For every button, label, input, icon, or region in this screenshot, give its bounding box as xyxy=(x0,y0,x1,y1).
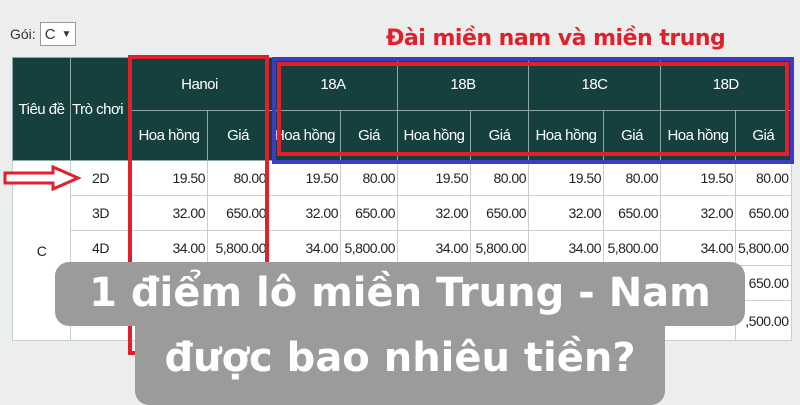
header-game: Trò chơi xyxy=(70,57,131,161)
package-select[interactable]: C ▼ xyxy=(39,22,77,46)
header-group: 18D xyxy=(660,57,792,111)
commission-cell: 34.00 xyxy=(130,230,208,266)
header-title: Tiêu đề xyxy=(12,57,71,161)
price-cell: 650.00 xyxy=(207,195,269,231)
price-cell: 5,800.00 xyxy=(470,230,529,266)
commission-cell: 19.50 xyxy=(397,160,471,196)
game-cell: 4D xyxy=(70,230,131,266)
commission-cell: 19.50 xyxy=(268,160,341,196)
overlay-line-2: được bao nhiêu tiền? xyxy=(135,325,665,405)
price-cell: 80.00 xyxy=(207,160,269,196)
package-filter: Gói: C ▼ xyxy=(10,22,77,46)
commission-cell: 34.00 xyxy=(268,230,341,266)
commission-cell: 32.00 xyxy=(660,195,736,231)
price-cell: ,500.00 xyxy=(735,300,792,341)
price-cell: 650.00 xyxy=(340,195,398,231)
arrow-right-icon xyxy=(3,165,81,191)
annotation-label: Đài miền nam và miền trung xyxy=(386,26,726,51)
price-cell: 80.00 xyxy=(470,160,529,196)
price-cell: 5,800.00 xyxy=(207,230,269,266)
package-label: Gói: xyxy=(10,26,36,42)
price-cell: 80.00 xyxy=(340,160,398,196)
commission-cell: 34.00 xyxy=(397,230,471,266)
header-commission: Hoa hồng xyxy=(130,110,208,161)
package-select-value: C xyxy=(44,25,56,43)
header-price: Giá xyxy=(207,110,269,161)
commission-cell: 19.50 xyxy=(130,160,208,196)
price-cell: 650.00 xyxy=(603,195,661,231)
game-cell: 3D xyxy=(70,195,131,231)
price-cell: 5,800.00 xyxy=(735,230,792,266)
price-cell: 80.00 xyxy=(603,160,661,196)
header-group: 18C xyxy=(528,57,661,111)
commission-cell: 34.00 xyxy=(660,230,736,266)
commission-cell: 32.00 xyxy=(268,195,341,231)
table-row: 3D 32.00 650.00 32.00 650.00 32.00 650.00 32.00… xyxy=(13,195,792,231)
price-cell: 80.00 xyxy=(735,160,792,196)
price-cell: 650.00 xyxy=(470,195,529,231)
table-row: 4D 34.00 5,800.00 34.00 5,800.00 34.00 5,800.0… xyxy=(13,230,792,266)
south-central-highlight-box-outer xyxy=(272,57,794,164)
commission-cell: 32.00 xyxy=(528,195,604,231)
commission-cell: 19.50 xyxy=(660,160,736,196)
commission-cell: 19.50 xyxy=(528,160,604,196)
header-group: 18B xyxy=(397,57,529,111)
header-row-groups: Tiêu đề Trò chơi Hanoi 18A 18B 18C 18D xyxy=(12,57,792,161)
south-central-highlight-box-inner xyxy=(277,62,789,156)
overlay-line-1: 1 điểm lô miền Trung - Nam xyxy=(55,262,745,326)
commission-cell: 34.00 xyxy=(528,230,604,266)
dropdown-arrow-icon: ▼ xyxy=(61,28,72,40)
price-cell: 5,800.00 xyxy=(340,230,398,266)
table-row: C 2D 19.50 80.00 19.50 80.00 19.50 80.00 19.50 80… xyxy=(12,160,792,341)
price-cell: 5,800.00 xyxy=(603,230,661,266)
price-cell: 650.00 xyxy=(735,195,792,231)
commission-cell: 32.00 xyxy=(397,195,471,231)
